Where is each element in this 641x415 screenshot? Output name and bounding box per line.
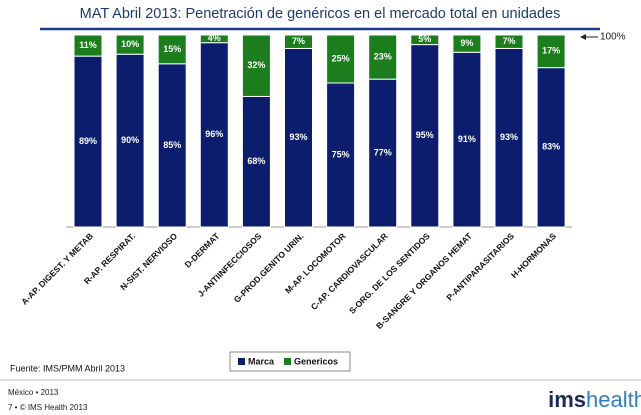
footer-line: México • 2013 — [8, 388, 59, 397]
value-label: 90% — [121, 135, 139, 145]
logo: ims — [548, 387, 586, 412]
value-label: 23% — [374, 51, 392, 61]
bar-segment — [115, 34, 145, 55]
value-label: 4% — [208, 33, 221, 43]
x-tick-label: D-DERMAT — [183, 230, 222, 269]
chart-title: MAT Abril 2013: Penetración de genéricos… — [80, 6, 561, 22]
bar-segment — [326, 82, 356, 228]
value-label: 77% — [374, 147, 392, 157]
bar-segment — [241, 95, 271, 228]
bar-segment — [157, 34, 187, 65]
bar-segment — [452, 34, 482, 53]
value-label: 89% — [79, 136, 97, 146]
value-label: 91% — [458, 134, 476, 144]
annotation-arrowhead — [580, 34, 586, 40]
value-label: 32% — [247, 60, 265, 70]
bar-segment — [368, 34, 398, 80]
legend-swatch — [284, 358, 292, 365]
source: Fuente: IMS/PMM Abril 2013 — [10, 363, 125, 373]
legend-swatch — [238, 358, 245, 365]
bar-segment — [494, 47, 524, 228]
bar-segment — [410, 44, 440, 228]
value-label: 75% — [332, 149, 350, 159]
bar-segment — [284, 34, 313, 49]
x-tick-label: A-AP. DIGEST. Y METAB — [19, 231, 95, 307]
value-label: 85% — [163, 140, 181, 150]
value-label: 93% — [500, 132, 518, 142]
value-label: 15% — [163, 44, 181, 54]
annotation: 100% — [600, 32, 626, 43]
value-label: 96% — [205, 129, 223, 139]
bar-segment — [452, 51, 482, 228]
x-tick-label: H-HORMONAS — [509, 231, 558, 280]
bar-segment — [115, 53, 145, 228]
bar-segment — [199, 34, 229, 44]
legend-label: Marca — [248, 356, 275, 366]
bar-segment — [157, 63, 187, 228]
bar-segment — [199, 42, 229, 228]
value-label: 9% — [460, 38, 473, 48]
bar-segment — [410, 34, 440, 46]
bar-segment — [326, 34, 356, 84]
x-tick-label: G-PROD.GENITO URIN. — [232, 231, 306, 305]
legend-label: Genericos — [294, 356, 338, 366]
bar-segment — [494, 34, 524, 49]
footer-line: 7 • © IMS Health 2013 — [8, 403, 88, 412]
x-tick-label: S-ORG. DE LOS SENTIDOS — [347, 231, 432, 316]
value-label: 17% — [542, 46, 560, 56]
value-label: 93% — [289, 132, 307, 142]
bar-segment — [73, 34, 103, 57]
value-label: 7% — [502, 36, 515, 46]
bar-segment — [241, 34, 271, 97]
logo: health — [586, 387, 641, 412]
value-label: 5% — [418, 34, 431, 44]
bar-segment — [536, 67, 566, 228]
bar-segment — [536, 34, 566, 69]
bar-segment — [284, 47, 313, 228]
value-label: 11% — [79, 40, 97, 50]
value-label: 68% — [247, 156, 265, 166]
bar-segment — [73, 55, 103, 228]
value-label: 95% — [416, 130, 434, 140]
value-label: 25% — [332, 53, 350, 63]
value-label: 10% — [121, 39, 139, 49]
x-tick-label: C-AP. CARDIOVASCULAR — [309, 231, 390, 312]
value-label: 7% — [292, 36, 305, 46]
value-label: 83% — [542, 142, 560, 152]
